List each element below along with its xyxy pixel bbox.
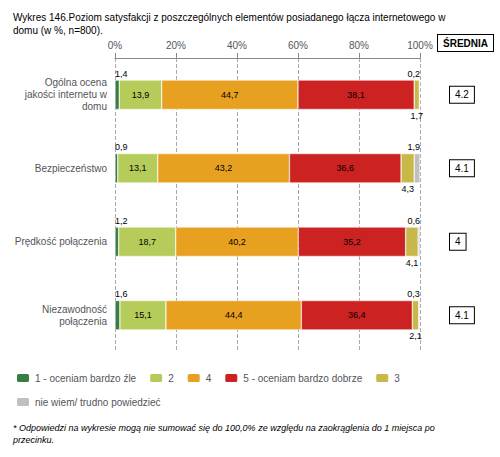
svg-text:4,1: 4,1	[406, 258, 419, 268]
svg-text:35,2: 35,2	[343, 237, 361, 247]
svg-text:1,4: 1,4	[115, 69, 128, 79]
svg-text:4: 4	[206, 373, 212, 384]
svg-text:36,6: 36,6	[337, 163, 355, 173]
svg-text:20%: 20%	[166, 40, 186, 51]
svg-text:44,4: 44,4	[225, 310, 243, 320]
svg-text:5 - oceniam bardzo dobrze: 5 - oceniam bardzo dobrze	[243, 373, 362, 384]
svg-text:0,9: 0,9	[115, 142, 128, 152]
svg-text:0%: 0%	[108, 40, 123, 51]
svg-text:4,3: 4,3	[401, 184, 414, 194]
svg-text:40%: 40%	[227, 40, 247, 51]
svg-text:jakości internetu w: jakości internetu w	[24, 89, 108, 100]
svg-text:Prędkość połączenia: Prędkość połączenia	[15, 236, 108, 247]
svg-text:15,1: 15,1	[134, 310, 152, 320]
svg-text:1 - oceniam bardzo źle: 1 - oceniam bardzo źle	[35, 373, 137, 384]
svg-text:60%: 60%	[288, 40, 308, 51]
svg-text:Bezpieczeństwo: Bezpieczeństwo	[35, 163, 108, 174]
svg-text:przecinku.: przecinku.	[12, 435, 54, 445]
svg-text:domu (w %, n=800).: domu (w %, n=800).	[13, 25, 103, 36]
svg-text:4.1: 4.1	[455, 163, 469, 174]
svg-text:2: 2	[168, 373, 174, 384]
svg-text:1,9: 1,9	[407, 142, 420, 152]
svg-text:3: 3	[394, 373, 400, 384]
svg-text:100%: 100%	[407, 40, 433, 51]
svg-text:1,6: 1,6	[115, 289, 128, 299]
svg-text:0,3: 0,3	[407, 289, 420, 299]
svg-text:1,7: 1,7	[411, 111, 424, 121]
svg-text:18,7: 18,7	[138, 237, 156, 247]
svg-text:Niezawodność: Niezawodność	[42, 304, 107, 315]
svg-text:4.1: 4.1	[455, 310, 469, 321]
svg-text:40,2: 40,2	[228, 237, 246, 247]
svg-text:43,2: 43,2	[215, 163, 233, 173]
svg-text:38,1: 38,1	[347, 90, 365, 100]
svg-text:domu: domu	[82, 101, 107, 112]
svg-text:nie wiem/ trudno powiedzieć: nie wiem/ trudno powiedzieć	[35, 397, 161, 408]
svg-text:Wykres 146.Poziom satysfakcji: Wykres 146.Poziom satysfakcji z poszczeg…	[13, 12, 446, 23]
svg-text:Ogólna ocena: Ogólna ocena	[45, 77, 108, 88]
svg-text:13,1: 13,1	[129, 163, 147, 173]
svg-text:44,7: 44,7	[221, 90, 239, 100]
svg-text:1,2: 1,2	[115, 216, 128, 226]
svg-text:36,4: 36,4	[348, 310, 366, 320]
svg-text:0,6: 0,6	[407, 216, 420, 226]
svg-text:4: 4	[455, 236, 461, 247]
svg-text:80%: 80%	[349, 40, 369, 51]
svg-text:4.2: 4.2	[455, 89, 469, 100]
svg-text:0,2: 0,2	[407, 69, 420, 79]
svg-text:13,9: 13,9	[132, 90, 150, 100]
svg-text:* Odpowiedzi na wykresie mogą: * Odpowiedzi na wykresie mogą nie sumowa…	[13, 423, 435, 433]
svg-text:połączenia: połączenia	[59, 316, 107, 327]
svg-text:ŚREDNIA: ŚREDNIA	[443, 37, 488, 49]
svg-text:2,1: 2,1	[409, 331, 422, 341]
